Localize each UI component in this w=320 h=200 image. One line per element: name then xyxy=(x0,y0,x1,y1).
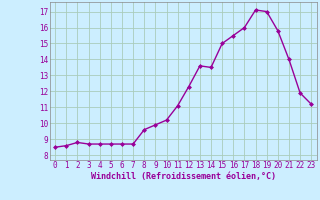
X-axis label: Windchill (Refroidissement éolien,°C): Windchill (Refroidissement éolien,°C) xyxy=(91,172,276,181)
